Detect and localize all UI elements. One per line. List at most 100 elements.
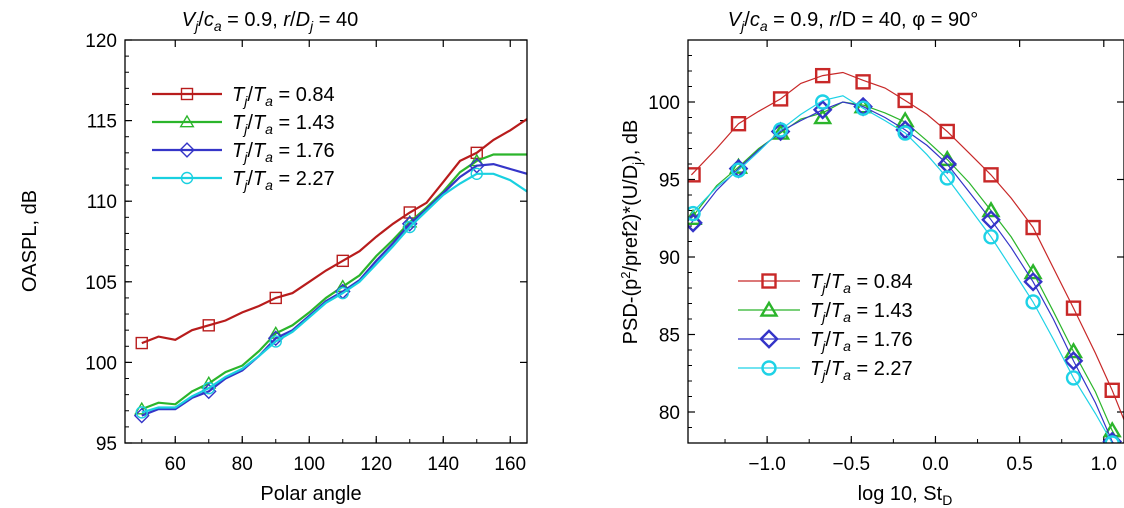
x-tick-label: 140 <box>427 454 459 475</box>
y-tick-label: 120 <box>85 31 117 52</box>
data-point-marker <box>336 254 349 268</box>
chart-psd-xlabel: log 10, StD <box>858 483 953 508</box>
chart-psd: Vj/ca = 0.9, r/D = 40, φ = 90° −1.0 −0.5 0… <box>618 9 1124 508</box>
legend-marker <box>761 360 777 376</box>
chart-psd-frame <box>687 39 1124 444</box>
data-point-marker <box>1025 294 1041 310</box>
data-point-marker <box>814 94 831 110</box>
data-point-marker <box>897 92 913 109</box>
legend-label: Tj/Ta = 2.27 <box>232 168 335 193</box>
legend-marker <box>759 329 779 349</box>
data-point-marker <box>939 123 955 140</box>
y-tick-label: 80 <box>659 403 680 424</box>
chart-oaspl-ylabel: OASPL, dB <box>19 190 41 292</box>
data-point-marker <box>135 406 148 419</box>
chart-oaspl-title: Vj/ca = 0.9, r/Dj = 40 <box>182 9 358 34</box>
data-point-marker <box>200 383 217 400</box>
series-line-1 <box>141 153 527 411</box>
data-point-marker <box>772 122 789 138</box>
legend-marker <box>179 142 195 158</box>
data-point-marker <box>269 291 282 305</box>
chart-oaspl-xlabel: Polar angle <box>260 483 361 505</box>
data-point-marker <box>403 206 416 219</box>
chart-psd-title: Vj/ca = 0.9, r/D = 40, φ = 90° <box>728 9 978 34</box>
data-point-marker <box>1023 262 1043 280</box>
x-tick-label: 80 <box>232 454 253 475</box>
data-point-marker <box>336 286 349 300</box>
data-point-marker <box>133 407 150 424</box>
legend-label: Tj/Ta = 2.27 <box>810 358 913 383</box>
series-line-0 <box>690 71 1124 421</box>
data-point-marker <box>403 220 416 234</box>
y-tick-label: 110 <box>87 192 117 213</box>
data-point-marker <box>814 67 831 84</box>
data-point-marker <box>1104 382 1120 398</box>
x-tick-label: 160 <box>494 454 526 475</box>
data-point-marker <box>1023 271 1043 292</box>
data-point-marker <box>730 162 747 178</box>
legend-label: Tj/Ta = 0.84 <box>232 84 335 109</box>
data-point-marker <box>897 125 913 141</box>
x-tick-label: 120 <box>360 454 392 475</box>
chart-oaspl-ticks: 60 80 100 120 140 160 95 100 105 110 115 120 <box>85 31 527 475</box>
y-tick-label: 105 <box>85 273 117 294</box>
data-point-marker <box>939 170 955 186</box>
data-point-marker <box>981 209 1001 230</box>
legend-marker <box>761 273 777 289</box>
y-tick-label: 85 <box>659 326 680 347</box>
y-tick-label: 95 <box>96 434 117 455</box>
x-tick-label: −0.5 <box>833 454 871 475</box>
series-line-0 <box>141 118 527 345</box>
legend-label: Tj/Ta = 1.43 <box>232 112 335 137</box>
chart-psd-ticks: −1.0 −0.5 0.0 0.5 1.0 80 85 90 95 100 <box>648 39 1124 475</box>
data-point-marker <box>983 167 999 183</box>
x-tick-label: 0.5 <box>1006 454 1032 475</box>
data-point-marker <box>202 319 215 332</box>
data-point-marker <box>470 167 483 180</box>
chart-oaspl: Vj/ca = 0.9, r/Dj = 40 60 80 100 120 140 160 9… <box>19 9 528 505</box>
series-line-3 <box>141 172 527 414</box>
data-point-marker <box>688 213 703 233</box>
x-tick-label: 0.0 <box>922 454 948 475</box>
data-point-marker <box>135 336 148 350</box>
data-point-marker <box>688 167 701 183</box>
data-point-marker <box>855 74 871 90</box>
legend-marker <box>179 114 195 128</box>
chart-oaspl-legend: Tj/Ta = 0.84 Tj/Ta = 1.43 Tj/Ta = 1.76 Tj/T… <box>152 84 335 193</box>
data-point-marker <box>895 120 915 140</box>
y-tick-label: 90 <box>659 248 680 269</box>
data-point-marker <box>730 115 747 132</box>
data-point-marker <box>1063 342 1084 359</box>
data-point-marker <box>1065 300 1082 316</box>
y-tick-label: 100 <box>85 353 117 374</box>
y-tick-label: 100 <box>648 93 680 114</box>
data-point-marker <box>269 335 282 348</box>
legend-label: Tj/Ta = 1.76 <box>232 140 335 165</box>
data-point-marker <box>983 229 999 245</box>
data-point-marker <box>813 107 833 125</box>
chart-oaspl-frame <box>124 39 528 444</box>
y-tick-label: 95 <box>659 171 680 192</box>
data-point-marker <box>688 205 701 222</box>
y-tick-label: 115 <box>87 112 117 133</box>
x-tick-label: 1.0 <box>1091 454 1117 475</box>
data-point-marker <box>981 200 1001 218</box>
legend-marker <box>180 87 194 101</box>
x-tick-label: −1.0 <box>748 454 786 475</box>
legend-marker <box>759 300 779 317</box>
chart-oaspl-plot-area <box>133 118 527 424</box>
data-point-marker <box>1104 435 1120 443</box>
data-point-marker <box>1065 370 1082 386</box>
legend-label: Tj/Ta = 1.76 <box>810 329 913 354</box>
series-line-3 <box>690 95 1113 443</box>
chart-psd-plot-area <box>688 67 1124 443</box>
data-point-marker <box>202 381 215 395</box>
data-point-marker <box>855 100 871 116</box>
chart-psd-legend: Tj/Ta = 0.84 Tj/Ta = 1.43 Tj/Ta = 1.76 Tj/T… <box>738 271 913 383</box>
data-point-marker <box>772 91 789 107</box>
data-point-marker <box>267 330 284 347</box>
x-tick-label: 100 <box>293 454 325 475</box>
series-line-2 <box>141 162 527 417</box>
